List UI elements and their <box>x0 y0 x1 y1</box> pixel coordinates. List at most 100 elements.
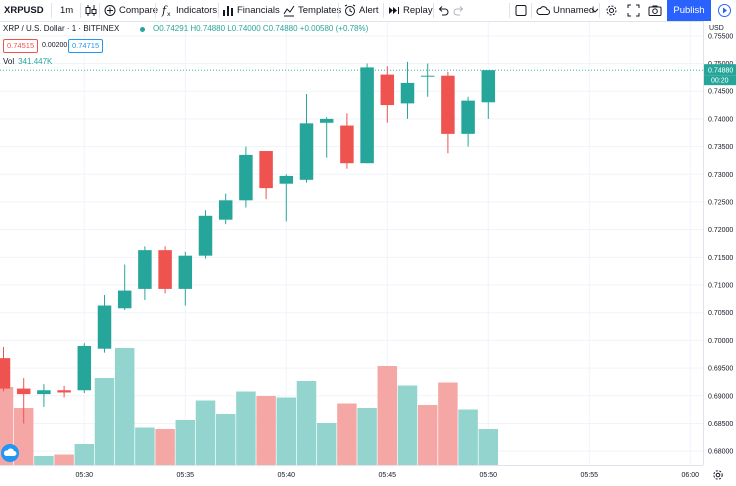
volume-bar <box>478 429 499 465</box>
svg-text:f: f <box>161 4 168 17</box>
candle <box>259 151 273 200</box>
gear-icon <box>606 5 617 16</box>
spread-value: 0.00200 <box>42 42 68 49</box>
candle-body <box>57 390 71 393</box>
volume-bar <box>458 409 478 465</box>
volume-bar <box>155 429 175 465</box>
publish-button[interactable]: Publish <box>667 0 711 21</box>
candle-body <box>340 125 354 164</box>
volume-value: 341.447K <box>18 57 53 66</box>
compare-label: Compare <box>119 5 159 16</box>
symbol-title[interactable]: XRP / U.S. Dollar · 1 · BITFINEX <box>3 24 120 33</box>
bar-chart-icon <box>223 6 233 16</box>
indicators-label: Indicators <box>176 5 218 16</box>
price-axis[interactable] <box>703 21 736 465</box>
candle-style-button[interactable] <box>85 0 97 21</box>
symbol-search-button[interactable]: XRPUSD <box>4 5 44 16</box>
volume-bar <box>337 403 357 465</box>
financials-label: Financials <box>237 5 280 16</box>
candle <box>299 93 314 183</box>
candle <box>37 384 51 407</box>
candle-body <box>97 305 112 349</box>
candle-body <box>16 388 31 395</box>
volume-bar <box>175 420 196 465</box>
candle <box>360 63 374 164</box>
volume-bar <box>94 378 115 465</box>
toolbar-divider <box>509 3 510 18</box>
snapshot-button[interactable] <box>648 0 662 21</box>
candle <box>198 210 213 259</box>
volume-bar <box>296 381 317 465</box>
cloud-icon <box>536 6 550 15</box>
candle-body <box>400 82 415 104</box>
templates-label: Templates <box>298 5 342 16</box>
candle <box>16 378 31 424</box>
candle-body <box>0 358 11 389</box>
volume-bar <box>236 391 256 465</box>
time-axis[interactable] <box>0 465 703 485</box>
play-panel-button[interactable] <box>713 0 736 21</box>
plus-circle-icon <box>104 5 116 16</box>
cloud-logo-icon <box>3 448 17 456</box>
volume-bar <box>54 454 74 465</box>
volume-bar <box>114 348 135 465</box>
play-circle-icon <box>718 4 731 17</box>
candle-body <box>239 154 253 201</box>
tradingview-logo[interactable] <box>1 444 19 462</box>
templates-icon <box>283 5 295 17</box>
sell-price-box[interactable]: 0.74515 <box>3 39 39 53</box>
volume-bar <box>195 400 216 465</box>
undo-icon <box>438 6 449 16</box>
candles <box>0 61 496 424</box>
volume-bar <box>438 382 458 465</box>
interval-button[interactable]: 1m <box>60 5 74 16</box>
volume-bar <box>316 423 337 465</box>
candle <box>279 174 294 222</box>
candle-body <box>117 290 132 309</box>
candle <box>77 343 92 394</box>
currency-unit-label: USD <box>709 25 724 32</box>
alarm-clock-icon <box>344 4 356 16</box>
candle <box>441 71 455 154</box>
candle-body <box>360 67 374 164</box>
axis-settings-button[interactable] <box>712 468 724 486</box>
undo-button[interactable] <box>437 0 449 21</box>
replay-label: Replay <box>403 5 433 16</box>
candle-body <box>461 100 475 134</box>
candle <box>57 385 71 398</box>
candle-body <box>138 250 152 289</box>
candle-body <box>299 123 314 180</box>
redo-icon <box>453 6 464 16</box>
toolbar-divider <box>599 3 600 18</box>
candle <box>158 246 172 294</box>
toolbar-divider <box>383 3 384 18</box>
market-open-dot <box>140 27 145 32</box>
candle-body <box>481 70 496 103</box>
candle <box>461 96 475 147</box>
candle <box>97 294 112 353</box>
buy-price-box[interactable]: 0.74715 <box>68 39 104 53</box>
candle <box>340 113 354 169</box>
chart-legend: XRP / U.S. Dollar · 1 · BITFINEX O0.7429… <box>3 24 368 33</box>
redo-button[interactable] <box>453 0 465 21</box>
square-icon <box>515 5 527 16</box>
volume-bar <box>377 366 398 465</box>
candle <box>319 117 334 158</box>
settings-button[interactable] <box>605 0 618 21</box>
candle <box>138 246 152 300</box>
candle-body <box>420 75 435 77</box>
candle <box>481 70 496 119</box>
volume-bar <box>135 427 155 465</box>
toolbar-divider <box>218 3 219 18</box>
candle-body <box>441 75 455 134</box>
volume-bar <box>417 405 438 465</box>
candle <box>0 347 11 392</box>
toolbar-divider <box>433 3 434 18</box>
fullscreen-button[interactable] <box>627 0 640 21</box>
candle-body <box>319 118 334 123</box>
candle <box>380 66 395 123</box>
select-layout-button[interactable] <box>515 0 527 21</box>
candle-body <box>380 74 395 106</box>
